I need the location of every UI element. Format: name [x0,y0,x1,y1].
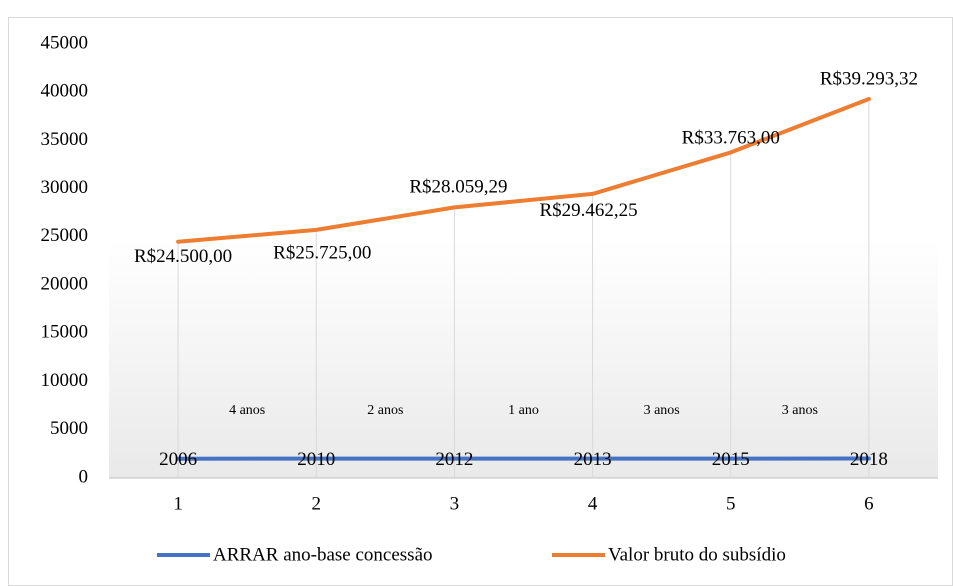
y-tick-label: 0 [79,466,89,487]
x-tick-label: 4 [588,493,598,514]
y-tick-label: 25000 [41,225,89,246]
data-label: 2018 [850,449,888,470]
x-tick-label: 3 [450,493,460,514]
y-tick-label: 45000 [41,32,89,53]
y-tick-label: 10000 [41,370,89,391]
x-tick-label: 1 [173,493,183,514]
data-label: 2012 [435,449,473,470]
y-tick-label: 5000 [50,418,88,439]
annotation: 2 anos [367,403,403,418]
data-label: R$33.763,00 [682,128,780,149]
data-label: R$28.059,29 [409,177,507,198]
annotation: 1 ano [508,403,539,418]
x-tick-label: 5 [726,493,736,514]
data-label: 2006 [159,449,197,470]
data-label: R$24.500,00 [134,246,232,267]
data-label: 2010 [297,449,335,470]
x-tick-label: 6 [864,493,874,514]
x-tick-label: 2 [312,493,322,514]
y-tick-label: 20000 [41,273,89,294]
y-tick-label: 30000 [41,177,89,198]
data-label: 2015 [712,449,750,470]
legend-label: ARRAR ano-base concessão [213,544,433,565]
annotation: 3 anos [644,403,680,418]
data-label: R$39.293,32 [820,68,918,89]
annotation: 3 anos [782,403,818,418]
series-line [176,97,871,244]
plot-area [109,44,938,478]
y-tick-label: 40000 [41,81,89,102]
y-tick-label: 35000 [41,129,89,150]
data-label: 2013 [574,449,612,470]
annotation: 4 anos [229,403,265,418]
legend-label: Valor bruto do subsídio [608,544,786,565]
y-tick-label: 15000 [41,322,89,343]
data-label: R$29.462,25 [539,200,637,221]
data-label: R$25.725,00 [273,242,371,263]
